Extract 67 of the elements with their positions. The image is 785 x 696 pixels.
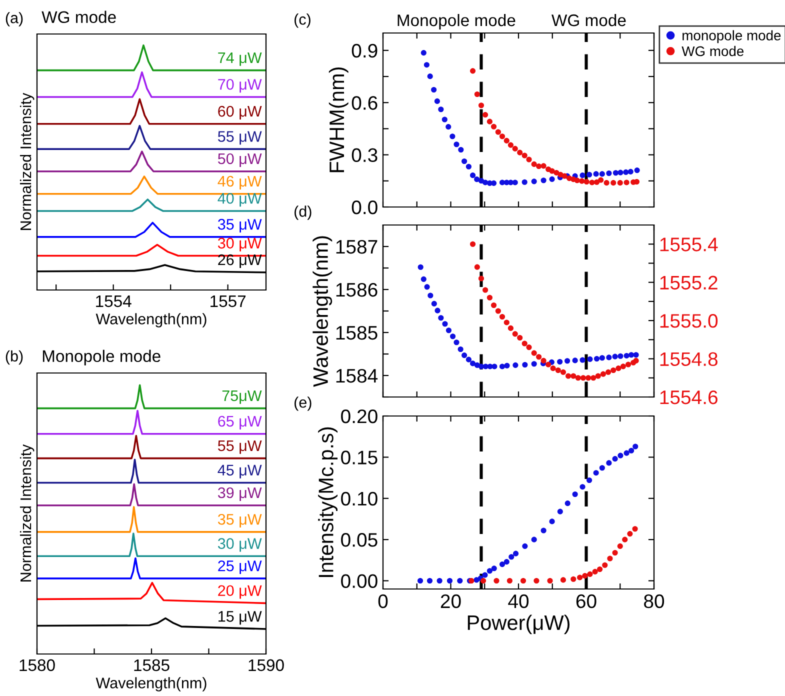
text: (c) [294,14,310,28]
series-label: 65 μW [218,416,262,430]
text: (b) [6,350,23,365]
x-axis-title: Power(μW) [468,614,570,634]
y2-tick-label: 1555.2 [660,276,718,290]
legend-label: monopole mode [682,30,781,44]
series-label: 46 μW [218,176,262,190]
text: (a) [6,12,23,26]
chart-title: WG mode [42,10,116,24]
series-label: 74 μW [218,52,262,66]
y-tick-label: 0.3 [352,148,378,162]
y-tick-label: 0.6 [352,96,378,110]
x-tick-label: 1554 [96,295,132,308]
y-tick-label: 0.00 [341,574,378,588]
series-label: 40 μW [218,192,262,207]
y-axis-title: FWHM(nm) [328,67,348,172]
series-label: 75μW [222,390,262,404]
y-tick-label: 0.0 [352,200,378,214]
series-label: 50 μW [218,153,262,167]
text: Monopole mode [398,14,516,30]
text: (e) [294,396,312,411]
x-tick-label: 20 [440,594,461,608]
x-tick-label: 60 [576,594,596,608]
series-label: 35 μW [218,514,262,528]
x-axis-title: Wavelength(nm) [96,677,206,692]
x-tick-label: 1580 [20,659,55,672]
x-tick-label: 1590 [248,659,284,672]
series-label: 55 μW [218,440,262,454]
x-tick-label: 40 [508,594,529,608]
x-tick-label: 0 [378,594,388,608]
x-tick-label: 1557 [210,295,246,308]
y-axis-title: Intensity(Mc.p.s) [318,427,338,577]
y-axis-title: Normalized Intensity [20,92,34,230]
series-label: 70 μW [218,78,262,93]
series-label: 20 μW [218,585,262,599]
series-label: 35 μW [218,218,262,233]
y-tick-label: 1585 [336,326,378,340]
y-tick-label: 0.10 [341,492,378,506]
series-label: 15 μW [218,611,262,625]
chart-title: Monopole mode [42,350,160,366]
y-axis-title: Normalized Intensity [20,444,34,582]
series-label: 45 μW [218,464,262,478]
y-tick-label: 1584 [336,368,378,383]
x-tick-label: 80 [644,594,664,608]
y-tick-label: 0.15 [341,450,378,464]
x-axis-title: Wavelength(nm) [96,313,206,328]
series-label: 30 μW [218,538,262,552]
x-tick-label: 1585 [134,659,170,672]
y2-tick-label: 1555.0 [660,314,718,328]
series-label: 55 μW [218,131,262,145]
y-tick-label: 1586 [336,282,378,297]
series-label: 39 μW [218,487,262,501]
y2-tick-label: 1555.4 [660,238,718,252]
y-tick-label: 1587 [336,240,378,254]
y2-tick-label: 1554.8 [660,352,718,366]
series-label: 25 μW [218,560,262,574]
text: (d) [294,206,312,220]
y2-tick-label: 1554.6 [660,390,718,404]
text: WG mode [552,14,626,26]
y-tick-label: 0.05 [341,533,378,547]
series-label: 60 μW [218,106,262,120]
series-label: 30 μW [218,238,262,252]
y-axis-title: Wavelength(nm) [312,236,332,387]
series-label: 26 μW [218,254,262,268]
y-tick-label: 0.20 [341,409,378,424]
y-tick-label: 0.9 [352,44,378,58]
legend-label: WG mode [682,46,744,56]
